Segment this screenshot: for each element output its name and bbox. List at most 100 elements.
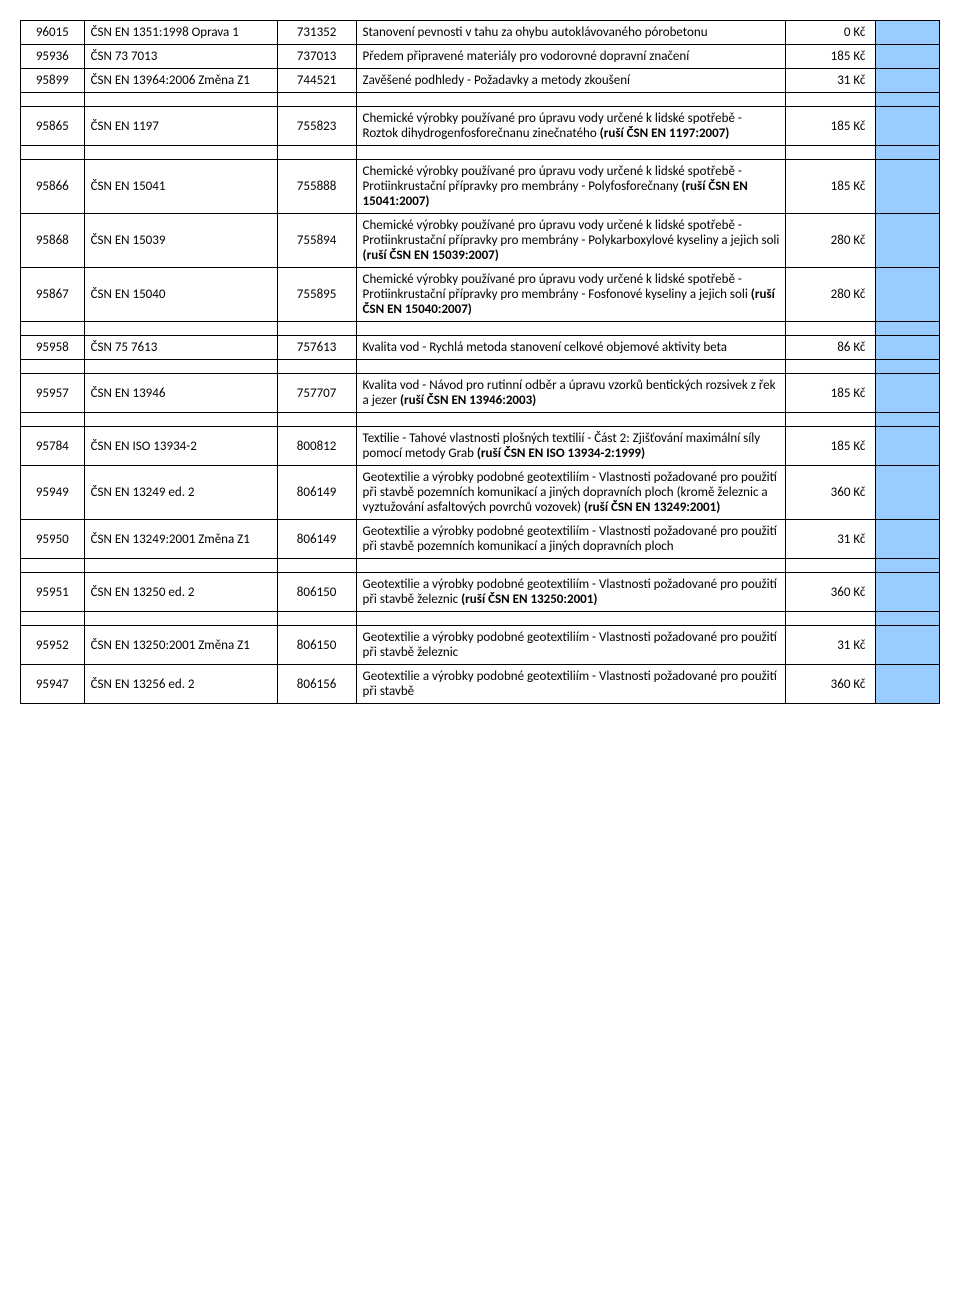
spacer-cell — [277, 322, 356, 336]
spacer-cell — [21, 360, 85, 374]
cell-standard: ČSN EN 15041 — [84, 160, 277, 214]
spacer-cell — [786, 559, 876, 573]
cell-standard: ČSN EN 13249:2001 Změna Z1 — [84, 520, 277, 559]
table-row: 95952ČSN EN 13250:2001 Změna Z1806150Geo… — [21, 626, 940, 665]
spacer-cell — [356, 612, 786, 626]
cell-code: 731352 — [277, 21, 356, 45]
cell-blank — [876, 427, 940, 466]
cell-description: Geotextilie a výrobky podobné geotextili… — [356, 466, 786, 520]
cell-description: Textilie - Tahové vlastnosti plošných te… — [356, 427, 786, 466]
cell-code: 806150 — [277, 626, 356, 665]
spacer-cell — [21, 413, 85, 427]
spacer-cell — [786, 413, 876, 427]
spacer-cell — [786, 146, 876, 160]
cell-price: 360 Kč — [786, 665, 876, 704]
cell-code: 755823 — [277, 107, 356, 146]
cell-id: 95866 — [21, 160, 85, 214]
table-row: 95951ČSN EN 13250 ed. 2806150Geotextilie… — [21, 573, 940, 612]
spacer-cell — [21, 146, 85, 160]
cell-description: Zavěšené podhledy - Požadavky a metody z… — [356, 69, 786, 93]
spacer-cell — [84, 322, 277, 336]
cell-id: 95936 — [21, 45, 85, 69]
spacer-cell — [786, 93, 876, 107]
cell-blank — [876, 214, 940, 268]
spacer-cell — [786, 360, 876, 374]
cell-code: 737013 — [277, 45, 356, 69]
cell-id: 95957 — [21, 374, 85, 413]
cell-standard: ČSN EN ISO 13934-2 — [84, 427, 277, 466]
table-row: 96015ČSN EN 1351:1998 Oprava 1731352Stan… — [21, 21, 940, 45]
cell-id: 95867 — [21, 268, 85, 322]
cell-id: 95949 — [21, 466, 85, 520]
cell-description: Chemické výrobky používané pro úpravu vo… — [356, 214, 786, 268]
cell-price: 280 Kč — [786, 268, 876, 322]
spacer-cell — [356, 559, 786, 573]
table-row: 95784ČSN EN ISO 13934-2800812Textilie - … — [21, 427, 940, 466]
spacer-cell — [356, 93, 786, 107]
cell-description: Geotextilie a výrobky podobné geotextili… — [356, 665, 786, 704]
spacer-cell — [21, 559, 85, 573]
cell-standard: ČSN EN 13946 — [84, 374, 277, 413]
table-row: 95950ČSN EN 13249:2001 Změna Z1806149Geo… — [21, 520, 940, 559]
cell-id: 95868 — [21, 214, 85, 268]
cell-blank — [876, 374, 940, 413]
cell-id: 95899 — [21, 69, 85, 93]
cell-code: 757707 — [277, 374, 356, 413]
cell-blank — [876, 160, 940, 214]
cell-blank — [876, 466, 940, 520]
spacer-cell — [21, 93, 85, 107]
cell-description: Geotextilie a výrobky podobné geotextili… — [356, 626, 786, 665]
spacer-cell — [84, 360, 277, 374]
cell-price: 86 Kč — [786, 336, 876, 360]
cell-blank — [876, 626, 940, 665]
cell-id: 95950 — [21, 520, 85, 559]
cell-standard: ČSN 73 7013 — [84, 45, 277, 69]
cell-blank — [876, 45, 940, 69]
table-row — [21, 612, 940, 626]
spacer-cell — [84, 559, 277, 573]
spacer-cell — [277, 612, 356, 626]
cell-code: 755888 — [277, 160, 356, 214]
cell-standard: ČSN EN 15040 — [84, 268, 277, 322]
table-row — [21, 360, 940, 374]
cell-id: 95952 — [21, 626, 85, 665]
cell-id: 95784 — [21, 427, 85, 466]
cell-price: 185 Kč — [786, 427, 876, 466]
table-row — [21, 559, 940, 573]
spacer-cell — [84, 413, 277, 427]
table-row: 95899ČSN EN 13964:2006 Změna Z1744521Zav… — [21, 69, 940, 93]
table-row — [21, 146, 940, 160]
cell-description: Geotextilie a výrobky podobné geotextili… — [356, 573, 786, 612]
spacer-cell — [876, 559, 940, 573]
cell-code: 806149 — [277, 466, 356, 520]
cell-price: 360 Kč — [786, 573, 876, 612]
standards-table: 96015ČSN EN 1351:1998 Oprava 1731352Stan… — [20, 20, 940, 704]
cell-code: 806150 — [277, 573, 356, 612]
table-row — [21, 93, 940, 107]
table-row: 95947ČSN EN 13256 ed. 2806156Geotextilie… — [21, 665, 940, 704]
spacer-cell — [876, 360, 940, 374]
cell-description: Kvalita vod - Rychlá metoda stanovení ce… — [356, 336, 786, 360]
cell-standard: ČSN EN 13249 ed. 2 — [84, 466, 277, 520]
cell-blank — [876, 573, 940, 612]
cell-description: Předem připravené materiály pro vodorovn… — [356, 45, 786, 69]
spacer-cell — [786, 612, 876, 626]
cell-price: 185 Kč — [786, 45, 876, 69]
spacer-cell — [876, 413, 940, 427]
cell-standard: ČSN EN 13250:2001 Změna Z1 — [84, 626, 277, 665]
cell-code: 806149 — [277, 520, 356, 559]
cell-description: Kvalita vod - Návod pro rutinní odběr a … — [356, 374, 786, 413]
cell-description: Stanovení pevnosti v tahu za ohybu autok… — [356, 21, 786, 45]
spacer-cell — [356, 146, 786, 160]
cell-code: 806156 — [277, 665, 356, 704]
spacer-cell — [786, 322, 876, 336]
cell-price: 31 Kč — [786, 69, 876, 93]
spacer-cell — [21, 612, 85, 626]
cell-standard: ČSN 75 7613 — [84, 336, 277, 360]
cell-price: 31 Kč — [786, 626, 876, 665]
cell-blank — [876, 107, 940, 146]
cell-price: 185 Kč — [786, 374, 876, 413]
table-row: 95936ČSN 73 7013737013Předem připravené … — [21, 45, 940, 69]
table-row — [21, 322, 940, 336]
cell-blank — [876, 520, 940, 559]
